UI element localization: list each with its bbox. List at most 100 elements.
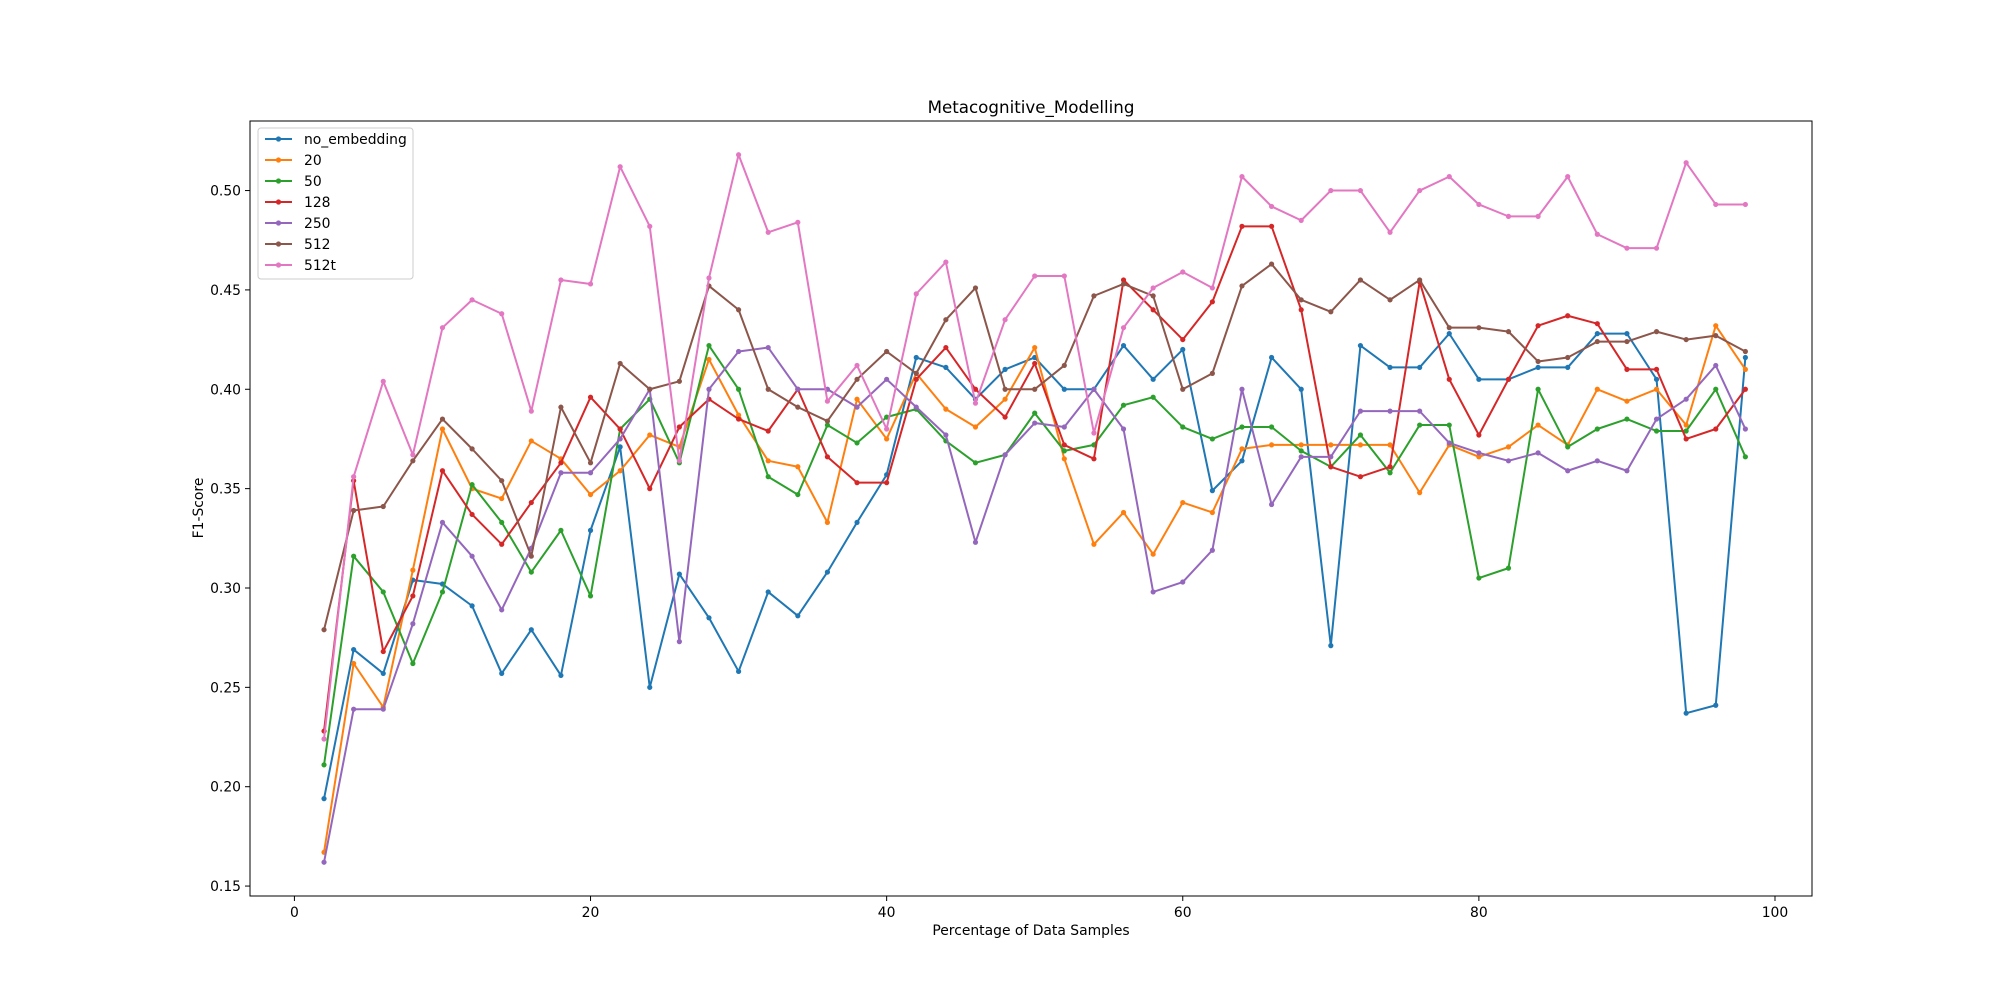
data-point — [1357, 442, 1364, 448]
data-point — [1624, 338, 1630, 345]
data-point — [1180, 424, 1186, 430]
data-point — [1535, 213, 1541, 219]
legend-entry-20: 20 — [265, 153, 322, 169]
data-point — [795, 613, 801, 619]
data-point — [499, 607, 505, 613]
data-point — [854, 440, 860, 446]
data-point — [1624, 366, 1630, 372]
data-point — [676, 571, 682, 577]
data-point — [1002, 317, 1008, 323]
data-point — [321, 627, 327, 633]
data-point — [1505, 444, 1512, 450]
data-point — [1150, 293, 1156, 299]
y-tick-label: 0.20 — [210, 780, 241, 796]
data-point — [528, 408, 534, 414]
data-point — [1742, 426, 1748, 432]
data-point — [884, 348, 890, 355]
data-point — [943, 364, 949, 371]
data-point — [1594, 386, 1600, 392]
data-point — [1653, 428, 1660, 434]
legend-marker — [275, 199, 282, 205]
data-point — [1180, 346, 1186, 353]
legend-entry-50: 50 — [265, 174, 322, 190]
legend-label: 512 — [304, 237, 331, 253]
chart-title: Metacognitive_Modelling — [928, 97, 1135, 118]
data-point — [1150, 394, 1156, 400]
data-point — [1476, 575, 1482, 581]
data-point — [469, 603, 475, 609]
data-point — [1239, 458, 1245, 464]
data-point — [1268, 442, 1275, 448]
data-point — [1032, 344, 1038, 351]
data-point — [735, 152, 742, 158]
legend-box — [257, 127, 414, 280]
data-point — [1653, 366, 1660, 372]
data-point — [617, 426, 623, 432]
data-point — [647, 486, 653, 492]
data-point — [676, 378, 682, 384]
data-point — [380, 670, 386, 677]
data-point — [1594, 321, 1600, 327]
data-point — [1061, 442, 1067, 448]
data-point — [558, 404, 564, 410]
data-point — [1268, 501, 1275, 508]
data-point — [706, 275, 712, 281]
data-point — [1653, 329, 1660, 335]
x-tick-label: 60 — [1174, 905, 1192, 921]
data-point — [706, 615, 712, 621]
data-point — [351, 660, 357, 667]
data-point — [765, 344, 771, 351]
data-point — [1565, 468, 1571, 474]
data-point — [1298, 442, 1304, 448]
data-point — [795, 404, 801, 410]
data-point — [676, 639, 682, 645]
data-point — [1387, 442, 1393, 448]
data-point — [1357, 474, 1364, 480]
data-point — [1091, 386, 1097, 392]
data-point — [1565, 364, 1571, 371]
data-point — [854, 480, 860, 486]
data-point — [1268, 424, 1275, 430]
data-point — [1239, 386, 1245, 392]
data-point — [1624, 468, 1630, 474]
data-point — [854, 404, 860, 410]
data-point — [499, 478, 505, 484]
data-point — [1476, 432, 1482, 438]
data-point — [765, 474, 771, 480]
data-point — [1742, 348, 1748, 355]
series-50 — [321, 342, 1748, 768]
data-point — [1298, 307, 1304, 313]
data-point — [1594, 458, 1600, 464]
data-point — [499, 541, 505, 547]
data-point — [1624, 416, 1630, 422]
data-point — [1713, 323, 1719, 329]
data-point — [765, 386, 771, 392]
legend-marker — [275, 241, 282, 247]
data-point — [1357, 187, 1364, 194]
data-point — [469, 297, 475, 303]
data-point — [1239, 283, 1245, 289]
legend-label: 20 — [304, 153, 322, 169]
data-point — [380, 706, 386, 712]
plot-area-frame — [249, 120, 1813, 897]
data-point — [647, 432, 653, 438]
data-point — [1742, 201, 1748, 208]
data-point — [469, 511, 475, 518]
data-point — [1387, 408, 1393, 414]
legend-entry-250: 250 — [265, 216, 331, 232]
data-point — [943, 317, 949, 323]
data-point — [617, 468, 623, 474]
data-point — [972, 539, 979, 545]
data-point — [765, 229, 771, 235]
data-point — [1120, 342, 1127, 349]
data-point — [854, 376, 860, 382]
data-point — [1120, 281, 1127, 287]
legend-entry-512t: 512t — [265, 258, 337, 274]
data-point — [410, 452, 416, 458]
data-point — [1683, 422, 1689, 428]
data-point — [439, 519, 446, 526]
data-point — [528, 627, 534, 633]
x-tick-label: 0 — [290, 905, 299, 921]
data-point — [1002, 396, 1008, 402]
data-point — [1032, 386, 1038, 392]
